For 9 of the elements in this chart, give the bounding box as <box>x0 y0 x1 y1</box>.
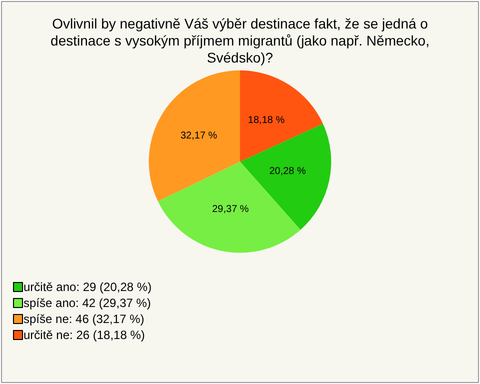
legend-label: spíše ano: 42 (29,37 %) <box>24 296 151 310</box>
chart-title: Ovlivnil by negativně Váš výběr destinace fakt, že se jedná o destinace s vysokým příjmem migrantů (jako např. Německo, Svédsko)? <box>50 16 430 66</box>
data-label: 18,18 % <box>248 115 285 126</box>
legend-label: spíše ne: 46 (32,17 %) <box>24 312 144 326</box>
legend-label: určitě ano: 29 (20,28 %) <box>24 280 152 294</box>
legend-label: určitě ne: 26 (18,18 %) <box>24 328 145 342</box>
data-label: 32,17 % <box>180 130 218 142</box>
data-label: 20,28 % <box>269 166 306 178</box>
data-label: 29,37 % <box>212 204 249 215</box>
